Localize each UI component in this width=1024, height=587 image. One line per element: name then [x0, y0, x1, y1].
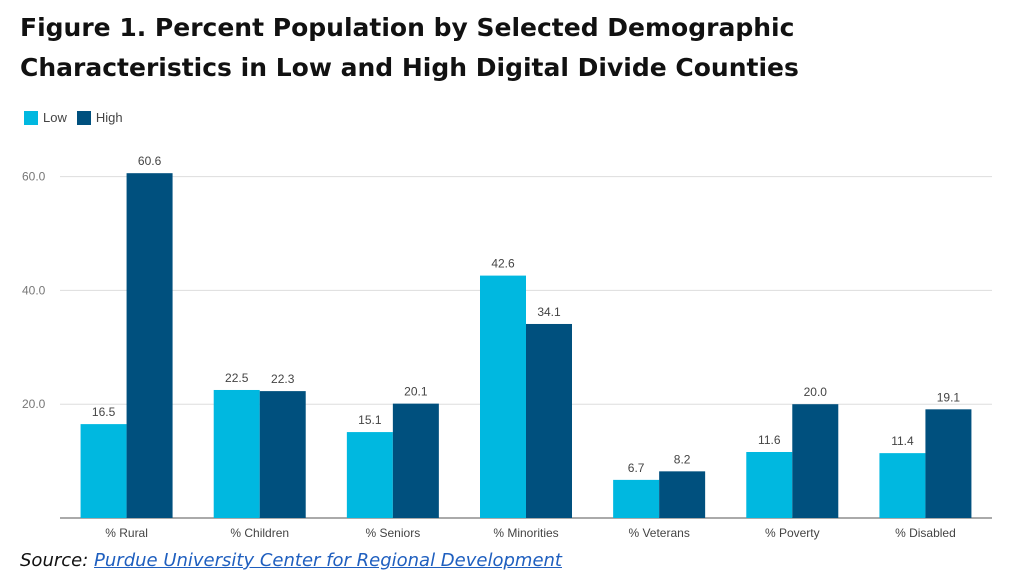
x-tick-label: % Seniors: [366, 526, 421, 540]
data-label-high: 34.1: [537, 305, 561, 319]
x-tick-label: % Minorities: [493, 526, 558, 540]
legend-item-low: Low: [24, 110, 67, 125]
bar-low: [213, 389, 260, 518]
data-label-low: 42.6: [491, 257, 515, 271]
data-label-low: 15.1: [358, 413, 382, 427]
bar-low: [480, 275, 526, 518]
bar-low: [746, 451, 793, 518]
data-label-high: 22.3: [271, 372, 295, 386]
data-label-low: 22.5: [225, 371, 249, 385]
data-label-high: 20.0: [804, 385, 828, 399]
bar-high: [792, 404, 839, 518]
bar-high: [392, 403, 439, 518]
legend-label-low: Low: [43, 110, 67, 125]
x-tick-label: % Veterans: [628, 526, 689, 540]
bar-low: [80, 424, 127, 518]
source-label: Source:: [20, 550, 89, 571]
source-line: Source: Purdue University Center for Reg…: [20, 550, 562, 571]
data-label-high: 60.6: [138, 154, 162, 168]
legend-swatch-low: [24, 110, 38, 125]
data-label-high: 19.1: [937, 390, 961, 404]
data-label-high: 8.2: [674, 452, 691, 466]
source-link[interactable]: Purdue University Center for Regional De…: [94, 550, 562, 571]
bar-high: [526, 323, 572, 518]
bar-high: [659, 471, 706, 518]
x-tick-label: % Disabled: [895, 526, 956, 540]
bar-high: [126, 173, 173, 518]
data-label-low: 6.7: [628, 461, 645, 475]
legend-item-high: High: [76, 110, 123, 125]
legend-swatch-high: [76, 110, 91, 125]
x-tick-label: % Children: [230, 526, 289, 540]
legend-label-high: High: [95, 110, 123, 125]
y-tick-label: 40.0: [22, 283, 46, 297]
bar-high: [925, 409, 972, 518]
data-label-low: 16.5: [92, 405, 116, 419]
legend: Low High: [24, 110, 133, 125]
chart-title: Figure 1. Percent Population by Selected…: [20, 13, 799, 82]
data-label-low: 11.6: [758, 433, 781, 447]
bar-low: [346, 432, 393, 518]
data-label-high: 20.1: [404, 385, 428, 399]
x-tick-label: % Rural: [105, 526, 148, 540]
bar-low: [613, 479, 660, 518]
bar-high: [259, 391, 306, 518]
y-tick-label: 20.0: [22, 397, 46, 411]
y-tick-label: 60.0: [22, 170, 46, 184]
data-label-low: 11.4: [891, 434, 914, 448]
bar-low: [879, 453, 926, 518]
x-tick-label: % Poverty: [765, 526, 820, 540]
